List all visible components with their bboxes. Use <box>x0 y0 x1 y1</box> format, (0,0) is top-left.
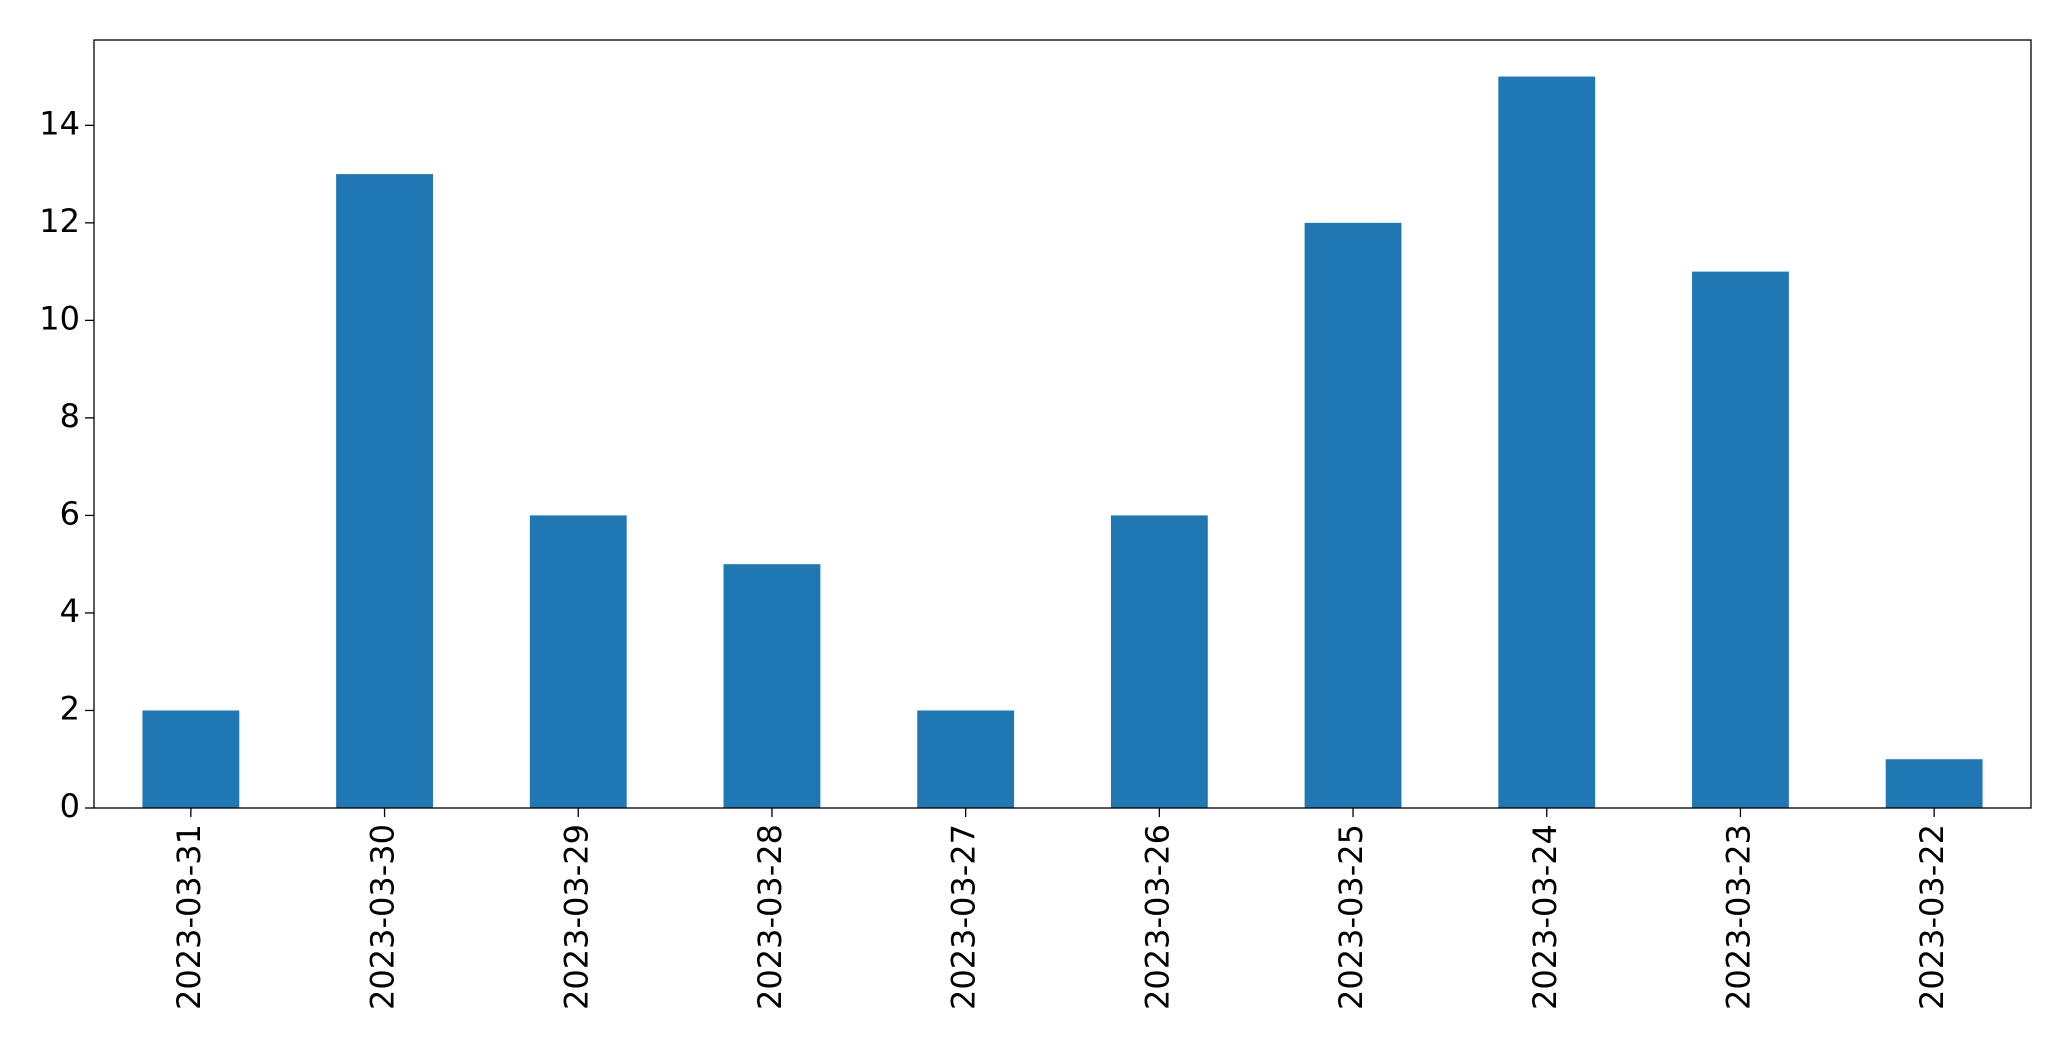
x-tick-label: 2023-03-30 <box>364 824 402 1010</box>
bar <box>917 710 1015 808</box>
bar <box>142 710 240 808</box>
x-tick-label: 2023-03-28 <box>751 824 789 1010</box>
bar <box>529 515 627 808</box>
y-tick-label: 6 <box>60 494 80 532</box>
x-tick-label: 2023-03-22 <box>1913 824 1951 1010</box>
bar <box>1110 515 1208 808</box>
x-tick-label: 2023-03-31 <box>170 824 208 1010</box>
y-tick-label: 12 <box>39 202 80 240</box>
x-tick-label: 2023-03-27 <box>945 824 983 1010</box>
x-tick-label: 2023-03-29 <box>557 824 595 1010</box>
y-tick-label: 8 <box>60 397 80 435</box>
bar <box>723 564 821 808</box>
y-tick-label: 14 <box>39 104 80 142</box>
bar <box>1304 222 1402 808</box>
y-tick-label: 4 <box>60 592 80 630</box>
y-tick-label: 0 <box>60 787 80 825</box>
bar <box>1692 271 1789 809</box>
bar <box>1885 759 1983 808</box>
y-tick-label: 2 <box>60 689 80 727</box>
x-tick-label: 2023-03-23 <box>1719 824 1757 1010</box>
bar <box>336 174 433 809</box>
x-tick-label: 2023-03-24 <box>1526 824 1564 1010</box>
x-tick-label: 2023-03-26 <box>1138 824 1176 1010</box>
y-tick-label: 10 <box>39 299 80 337</box>
x-tick-label: 2023-03-25 <box>1332 824 1370 1010</box>
bar <box>1498 76 1596 809</box>
plot-frame <box>93 39 2032 809</box>
